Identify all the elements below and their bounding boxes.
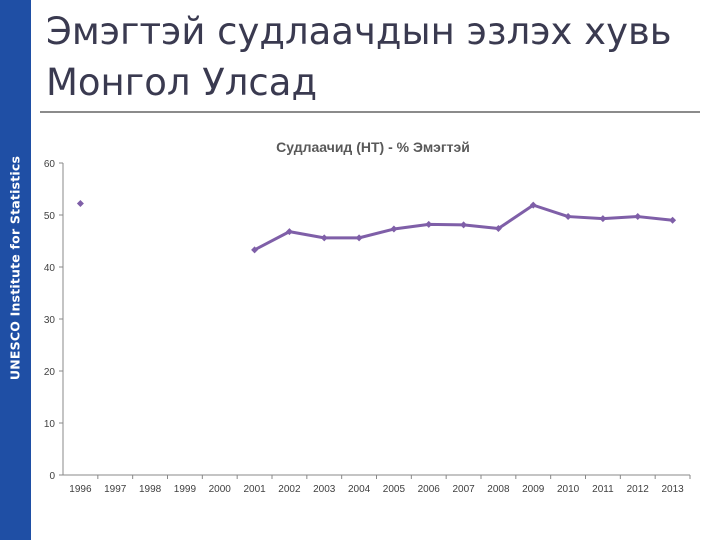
data-point [320,234,328,242]
x-tick-label: 2000 [209,484,232,495]
data-point [425,220,433,228]
sidebar-band: UNESCO Institute for Statistics [0,0,31,540]
slide-title: Эмэгтэй судлаачдын эзлэх хувь Монгол Улс… [46,6,706,108]
chart-title: Судлаачид (НТ) - % Эмэгтэй [276,139,470,155]
data-point [460,221,468,229]
y-tick-label: 0 [49,471,55,482]
y-tick-label: 40 [44,263,56,274]
x-tick-label: 1997 [104,484,127,495]
data-point [599,215,607,223]
data-point [634,213,642,221]
x-tick-label: 2012 [627,484,650,495]
x-tick-label: 2010 [557,484,580,495]
slide-title-line-1: Эмэгтэй судлаачдын эзлэх хувь [46,10,672,53]
data-point [564,213,572,221]
title-divider [40,111,700,113]
x-tick-label: 1996 [69,484,92,495]
data-point [669,216,677,224]
x-tick-label: 2003 [313,484,336,495]
data-point [494,225,502,233]
y-tick-label: 20 [44,367,56,378]
x-tick-label: 2002 [278,484,301,495]
x-tick-label: 2013 [661,484,684,495]
data-point [285,228,293,236]
data-point [76,200,84,208]
x-tick-label: 2009 [522,484,545,495]
data-point [529,201,537,209]
x-tick-label: 1998 [139,484,162,495]
x-tick-label: 2001 [243,484,266,495]
x-tick-label: 2007 [452,484,475,495]
slide-title-line-2: Монгол Улсад [46,61,318,104]
x-tick-label: 2004 [348,484,371,495]
data-point [390,225,398,233]
x-tick-label: 2006 [418,484,441,495]
x-tick-label: 2005 [383,484,406,495]
y-tick-label: 10 [44,419,56,430]
x-tick-label: 2011 [592,484,614,495]
y-tick-label: 30 [44,315,56,326]
data-point [251,246,259,254]
x-tick-label: 1999 [174,484,197,495]
y-tick-label: 50 [44,211,56,222]
y-tick-label: 60 [44,159,56,170]
x-tick-label: 2008 [487,484,510,495]
data-point [355,234,363,242]
